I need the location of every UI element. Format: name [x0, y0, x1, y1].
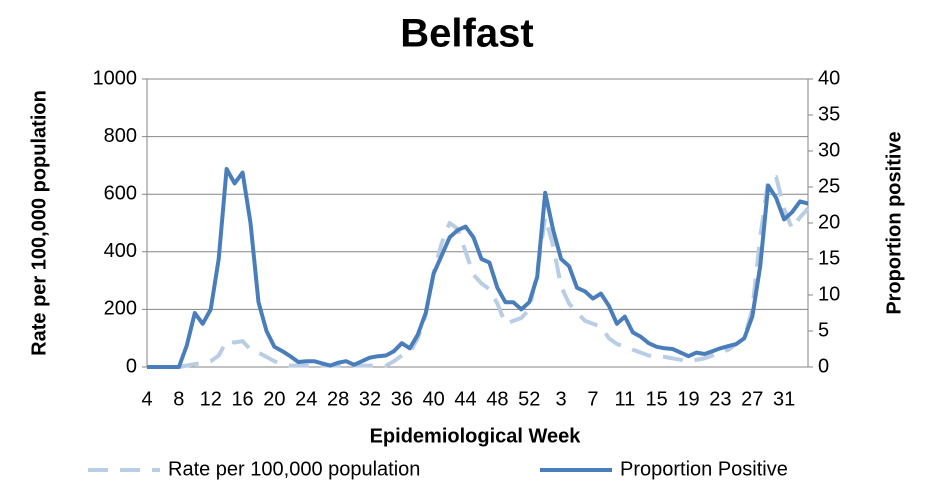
y-tick-label: 0 — [126, 355, 137, 377]
x-tick-label: 27 — [741, 388, 763, 410]
x-tick-label: 31 — [773, 388, 795, 410]
chart-title: Belfast — [400, 12, 533, 56]
x-tick-label: 3 — [556, 388, 567, 410]
y-tick-label: 600 — [104, 182, 137, 204]
y-tick-label: 1000 — [93, 67, 138, 89]
y-tick-label: 800 — [104, 125, 137, 147]
x-tick-label: 32 — [359, 388, 381, 410]
y2-tick-label: 15 — [818, 247, 840, 269]
y2-tick-label: 35 — [818, 103, 840, 125]
y2-tick-label: 5 — [818, 319, 829, 341]
x-tick-label: 11 — [614, 388, 635, 410]
y2-tick-label: 25 — [818, 175, 840, 197]
x-tick-label: 40 — [423, 388, 445, 410]
x-tick-label: 7 — [587, 388, 598, 410]
x-tick-label: 23 — [709, 388, 731, 410]
x-tick-label: 36 — [391, 388, 413, 410]
y2-tick-label: 30 — [818, 139, 840, 161]
x-tick-label: 4 — [141, 388, 152, 410]
x-tick-label: 8 — [173, 388, 184, 410]
y-tick-label: 200 — [104, 298, 137, 320]
x-tick-label: 44 — [454, 388, 476, 410]
x-tick-label: 12 — [200, 388, 222, 410]
y-axis-title: Rate per 100,000 population — [28, 90, 50, 356]
legend-label: Rate per 100,000 population — [168, 458, 420, 480]
x-tick-label: 19 — [677, 388, 699, 410]
x-tick-label: 48 — [486, 388, 508, 410]
legend-label: Proportion Positive — [620, 458, 788, 480]
y2-axis-title: Proportion positive — [883, 131, 905, 314]
x-tick-label: 16 — [231, 388, 253, 410]
x-tick-label: 20 — [263, 388, 285, 410]
series-line — [147, 167, 809, 369]
x-tick-label: 15 — [646, 388, 668, 410]
x-tick-label: 28 — [327, 388, 349, 410]
x-tick-label: 52 — [518, 388, 540, 410]
y2-tick-label: 0 — [818, 355, 829, 377]
y2-tick-label: 10 — [818, 283, 840, 305]
x-axis-title: Epidemiological Week — [370, 425, 582, 447]
y2-tick-label: 20 — [818, 211, 840, 233]
y-tick-label: 400 — [104, 240, 137, 262]
y2-tick-label: 40 — [818, 67, 840, 89]
x-tick-label: 24 — [295, 388, 317, 410]
series-line — [147, 174, 810, 369]
